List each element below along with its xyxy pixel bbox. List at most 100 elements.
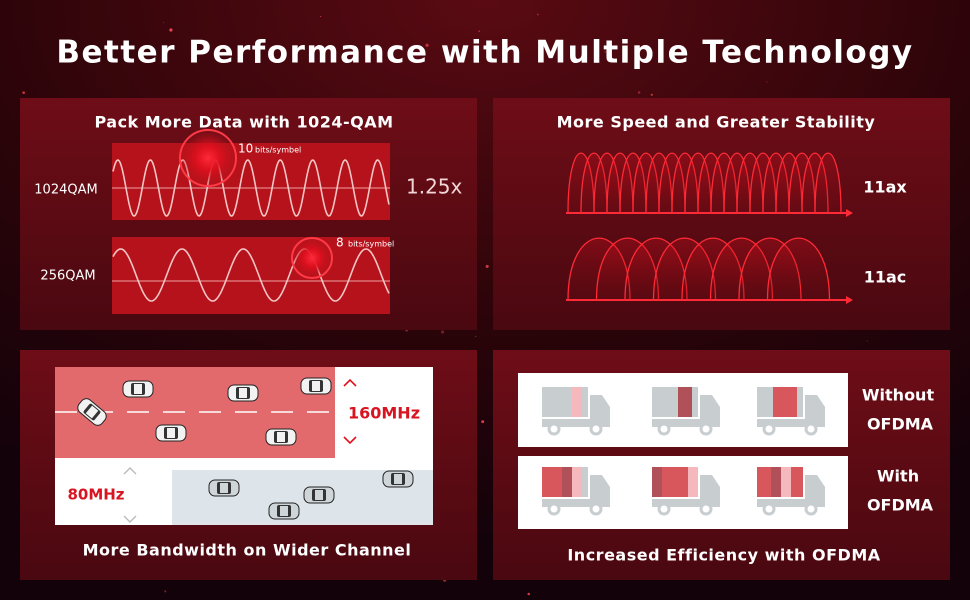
- car-roof: [280, 506, 288, 516]
- trucks: [542, 387, 825, 516]
- chassis: [542, 499, 590, 507]
- subcarrier: [766, 237, 831, 301]
- cargo-segment: [652, 467, 662, 497]
- car-roof: [239, 388, 247, 398]
- wheel: [699, 422, 713, 436]
- signal-box: [112, 143, 390, 220]
- panel-title: More Speed and Greater Stability: [557, 113, 876, 132]
- panel-title: More Bandwidth on Wider Channel: [83, 541, 412, 560]
- car-roof: [134, 384, 142, 394]
- wheel: [804, 422, 818, 436]
- car: [227, 384, 259, 402]
- car-roof: [220, 483, 228, 493]
- star: [163, 21, 165, 24]
- wheel: [589, 422, 603, 436]
- wheel: [547, 422, 561, 436]
- star: [650, 93, 653, 96]
- bits-value: 8: [336, 236, 344, 250]
- star: [485, 264, 489, 268]
- cargo-segment: [781, 467, 791, 497]
- row-label: 11ac: [864, 268, 907, 287]
- row-label: OFDMA: [867, 415, 934, 434]
- chevron: [343, 378, 357, 387]
- wheel: [762, 422, 776, 436]
- row-label: 11ax: [863, 178, 907, 197]
- row-label: Without: [862, 386, 935, 405]
- truck: [542, 387, 610, 436]
- chevron: [343, 436, 357, 445]
- car-roof: [312, 381, 320, 391]
- cab: [805, 475, 825, 507]
- cargo-segment: [791, 467, 803, 497]
- chevron: [123, 515, 137, 523]
- car: [77, 398, 107, 426]
- star: [604, 50, 607, 53]
- star: [766, 81, 768, 83]
- star: [527, 592, 530, 596]
- cab: [700, 475, 720, 507]
- star: [475, 335, 477, 338]
- car-roof: [85, 405, 99, 419]
- star: [425, 43, 429, 47]
- star: [320, 15, 322, 18]
- car-roof: [394, 474, 402, 484]
- wheel: [589, 502, 603, 516]
- car: [122, 380, 154, 398]
- star: [636, 44, 639, 48]
- row-label: With: [877, 467, 919, 486]
- arrow-head: [846, 296, 853, 304]
- panel-title: Increased Efficiency with OFDMA: [567, 546, 880, 565]
- glow: [290, 236, 334, 280]
- cargo-segment: [572, 387, 582, 417]
- arrow-head: [846, 209, 853, 217]
- star: [169, 28, 173, 32]
- cargo-segment: [662, 467, 688, 497]
- car: [382, 470, 414, 488]
- chassis: [757, 419, 805, 427]
- chassis: [652, 419, 700, 427]
- cargo-segment: [688, 467, 698, 497]
- star: [478, 30, 481, 33]
- car: [300, 377, 332, 395]
- wave: [112, 248, 390, 302]
- bits-unit: bits/symbel: [255, 146, 301, 155]
- cab: [590, 395, 610, 427]
- bits-unit: bits/symbel: [348, 240, 394, 249]
- wheel: [657, 422, 671, 436]
- wheel: [657, 502, 671, 516]
- ratio: 1.25x: [406, 175, 463, 199]
- star: [440, 330, 445, 334]
- car: [265, 428, 297, 446]
- cab: [700, 395, 720, 427]
- cargo-segment: [757, 467, 771, 497]
- truck: [652, 387, 720, 436]
- marker-ring: [179, 129, 237, 187]
- truck: [757, 387, 825, 436]
- cargo-segment: [771, 467, 781, 497]
- chassis: [757, 499, 805, 507]
- chassis: [542, 419, 590, 427]
- glow: [178, 128, 238, 188]
- cab: [590, 475, 610, 507]
- car-roof: [277, 432, 285, 442]
- cars: [77, 377, 414, 520]
- chevron: [123, 467, 137, 475]
- cargo-segment: [678, 387, 692, 417]
- wheel: [804, 502, 818, 516]
- star: [481, 420, 485, 424]
- chassis: [652, 499, 700, 507]
- marker-ring: [291, 237, 333, 279]
- signal-box: [112, 237, 390, 314]
- subcarriers: [567, 237, 831, 301]
- car-roof: [315, 490, 323, 500]
- wheel: [762, 502, 776, 516]
- car: [208, 479, 240, 497]
- row-label: OFDMA: [867, 496, 934, 515]
- wave: [112, 159, 390, 217]
- star: [637, 91, 641, 94]
- cargo-segment: [572, 467, 582, 497]
- truck: [757, 467, 825, 516]
- row-label: 1024QAM: [34, 183, 97, 198]
- row-label: 256QAM: [40, 269, 95, 284]
- subcarrier: [814, 152, 842, 214]
